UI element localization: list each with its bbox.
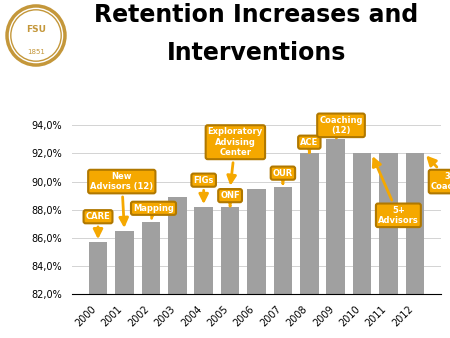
Text: ACE: ACE: [300, 138, 319, 152]
Bar: [247, 189, 266, 338]
Bar: [89, 242, 107, 338]
Bar: [194, 207, 213, 338]
Bar: [353, 153, 371, 338]
Text: ONF: ONF: [220, 191, 240, 206]
Text: OUR: OUR: [273, 169, 293, 183]
Text: Retention Increases and: Retention Increases and: [94, 3, 419, 27]
Text: New
Advisors (12): New Advisors (12): [90, 172, 153, 225]
Text: FSU: FSU: [26, 25, 46, 33]
Text: Exploratory
Advising
Center: Exploratory Advising Center: [208, 127, 263, 183]
Bar: [168, 197, 186, 338]
Bar: [221, 207, 239, 338]
Text: 1851: 1851: [27, 49, 45, 54]
Text: FIGs: FIGs: [194, 176, 214, 201]
Bar: [274, 187, 292, 338]
Bar: [142, 222, 160, 338]
Bar: [379, 153, 398, 338]
Bar: [406, 153, 424, 338]
Bar: [327, 139, 345, 338]
Bar: [300, 153, 319, 338]
Bar: [115, 231, 134, 338]
Text: 3+
Coaches: 3+ Coaches: [428, 158, 450, 191]
Text: Mapping: Mapping: [133, 204, 174, 218]
Text: CARE: CARE: [86, 212, 110, 236]
Text: 5+
Advisors: 5+ Advisors: [374, 159, 419, 225]
Text: Coaching
(12): Coaching (12): [319, 116, 363, 138]
Text: Interventions: Interventions: [167, 41, 346, 65]
